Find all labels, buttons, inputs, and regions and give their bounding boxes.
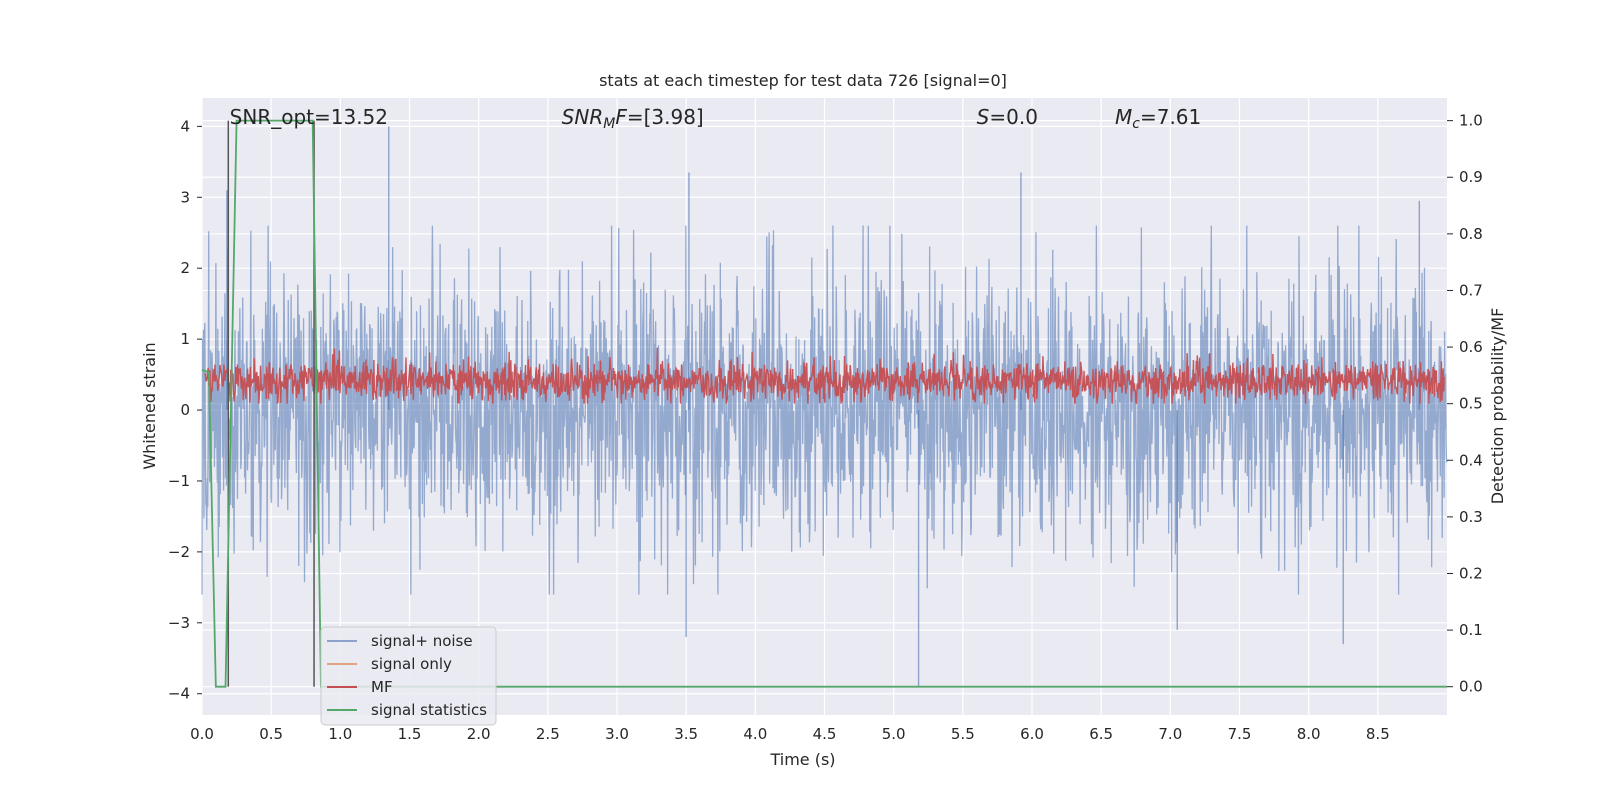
legend-box [320, 626, 497, 726]
y-axis-left-label: Whitened strain [140, 342, 159, 469]
legend-label: signal+ noise [371, 632, 473, 650]
x-tick-label: 8.5 [1366, 725, 1390, 743]
x-tick-label: 3.0 [605, 725, 629, 743]
y-right-tick-label: 0.1 [1459, 621, 1483, 639]
annotation-mc: Mc=7.61 [1115, 105, 1201, 132]
x-tick-label: 7.0 [1158, 725, 1182, 743]
x-tick-label: 3.5 [674, 725, 698, 743]
x-tick-label: 1.0 [328, 725, 352, 743]
signal-statistics-line [201, 119, 1447, 688]
y-right-tick-label: 0.0 [1459, 678, 1483, 696]
y-left-tick-label: 4 [180, 117, 190, 135]
y-right-tick-label: 0.2 [1459, 564, 1483, 582]
legend-label: MF [371, 678, 393, 696]
x-tick-label: 2.0 [467, 725, 491, 743]
y-axis-right-ticks: 0.0 0.1 0.2 0.3 0.4 0.5 0.6 0.7 0.8 0.9 1.0 [1447, 112, 1483, 696]
x-tick-label: 7.5 [1228, 725, 1252, 743]
signal-noise-line [201, 225, 1448, 595]
y-left-tick-label: −3 [168, 614, 190, 632]
y-axis-right-label: Detection probability/MF [1488, 308, 1507, 505]
y-left-tick-label: 0 [180, 401, 190, 419]
legend-label: signal statistics [371, 701, 487, 719]
annotation-snr-mf: SNRMF=[3.98] [562, 105, 704, 132]
x-axis-label: Time (s) [769, 750, 835, 769]
x-tick-label: 2.5 [536, 725, 560, 743]
x-tick-label: 4.0 [743, 725, 767, 743]
annotation-snr-opt: SNR_opt=13.52 [230, 105, 388, 129]
y-left-tick-label: 1 [180, 330, 190, 348]
y-right-tick-label: 0.9 [1459, 168, 1483, 186]
x-tick-label: 4.5 [813, 725, 837, 743]
y-axis-left-ticks: −4 −3 −2 −1 0 1 2 3 4 [168, 117, 202, 703]
y-left-tick-label: −1 [168, 472, 190, 490]
series-signal-statistics [201, 119, 1447, 688]
x-tick-label: 1.5 [398, 725, 422, 743]
legend-label: signal only [371, 655, 452, 673]
annotations: SNR_opt=13.52 SNRMF=[3.98] S=0.0 Mc=7.61 [230, 105, 1202, 132]
x-tick-label: 6.0 [1020, 725, 1044, 743]
x-tick-label: 5.0 [882, 725, 906, 743]
x-tick-label: 0.0 [190, 725, 214, 743]
y-left-tick-label: −2 [168, 543, 190, 561]
y-left-tick-label: −4 [168, 685, 190, 703]
y-right-tick-label: 0.3 [1459, 508, 1483, 526]
chart-title: stats at each timestep for test data 726… [599, 71, 1007, 90]
y-right-tick-label: 0.7 [1459, 281, 1483, 299]
y-right-tick-label: 0.5 [1459, 395, 1483, 413]
y-right-tick-label: 1.0 [1459, 112, 1483, 130]
x-tick-label: 5.5 [951, 725, 975, 743]
x-tick-label: 0.5 [259, 725, 283, 743]
y-left-tick-label: 3 [180, 188, 190, 206]
y-right-tick-label: 0.8 [1459, 225, 1483, 243]
x-axis-ticks: 0.0 0.5 1.0 1.5 2.0 2.5 3.0 3.5 4.0 4.5 5.0 5.5 6.0 6… [190, 725, 1390, 743]
x-tick-label: 8.0 [1297, 725, 1321, 743]
mf-line [204, 347, 1445, 404]
x-tick-label: 6.5 [1089, 725, 1113, 743]
series-mf [204, 347, 1445, 404]
y-right-tick-label: 0.6 [1459, 338, 1483, 356]
y-right-tick-label: 0.4 [1459, 451, 1483, 469]
annotation-s: S=0.0 [977, 105, 1038, 129]
legend: signal+ noise signal only MF signal statist… [320, 626, 497, 726]
y-left-tick-label: 2 [180, 259, 190, 277]
series-signal-noise [201, 126, 1448, 687]
